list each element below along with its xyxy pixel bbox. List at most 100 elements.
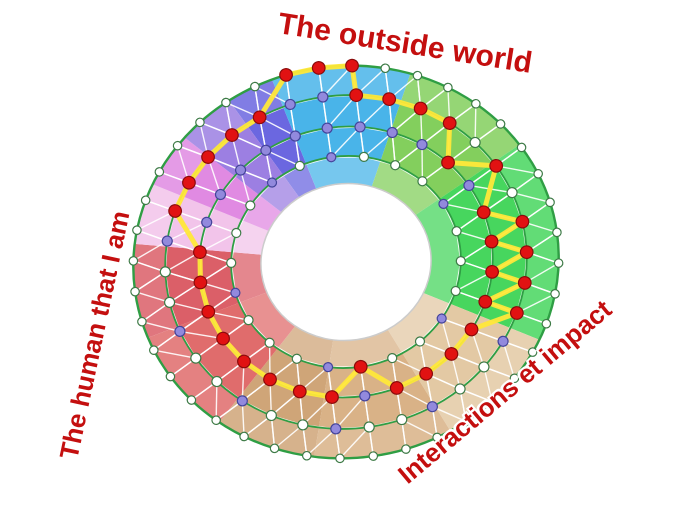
node-white	[552, 227, 562, 238]
mesh-edge	[153, 349, 196, 359]
node-red	[201, 304, 216, 319]
node-white	[165, 371, 176, 382]
node-white	[128, 256, 139, 266]
node-red	[444, 347, 459, 361]
node-white	[454, 383, 466, 395]
node-white	[414, 336, 426, 347]
sector-tan-light	[387, 293, 540, 431]
node-white	[264, 337, 275, 348]
mesh-edge	[240, 169, 273, 184]
node-red	[201, 150, 215, 164]
node-white	[363, 421, 375, 433]
node-red	[464, 322, 479, 337]
mesh-edge	[322, 65, 353, 98]
node-white	[443, 82, 453, 93]
node-red	[252, 110, 267, 125]
node-red	[168, 204, 183, 218]
sector-red	[147, 292, 296, 423]
node-red	[389, 381, 404, 395]
node-white	[226, 257, 237, 268]
node-red	[517, 276, 532, 290]
node-red	[292, 384, 307, 399]
node-white	[487, 396, 497, 407]
mesh-edge	[141, 301, 170, 323]
mesh-edge	[335, 395, 366, 430]
node-purple	[230, 287, 241, 298]
node-white	[163, 296, 176, 308]
node-red	[441, 155, 455, 170]
donut-hole	[260, 182, 432, 342]
node-red	[349, 88, 364, 103]
node-white	[533, 168, 543, 179]
mesh-edge	[141, 321, 181, 333]
node-purple	[386, 126, 398, 139]
node-white	[545, 197, 555, 208]
node-white	[432, 432, 442, 443]
node-red	[345, 58, 359, 73]
node-purple	[236, 395, 248, 407]
node-red	[484, 234, 499, 249]
node-red	[413, 101, 428, 116]
mesh-edge	[502, 341, 516, 379]
node-white	[291, 353, 302, 364]
node-white	[265, 409, 277, 422]
mesh-edge	[239, 169, 251, 206]
node-white	[469, 136, 481, 149]
node-red	[382, 92, 397, 107]
node-white	[550, 289, 560, 299]
node-purple	[438, 198, 449, 209]
node-red	[509, 306, 524, 320]
node-white	[243, 315, 254, 326]
node-purple	[161, 235, 173, 247]
mesh-edge	[306, 428, 337, 457]
node-red	[216, 331, 230, 346]
node-white	[132, 225, 142, 235]
node-white	[401, 444, 411, 454]
mesh-edge	[133, 240, 168, 262]
node-white	[380, 63, 391, 74]
node-red	[225, 128, 239, 142]
mesh-edge	[339, 426, 370, 459]
node-white	[250, 81, 260, 92]
mesh-edge	[274, 424, 304, 449]
mesh-edge	[330, 126, 361, 158]
node-purple	[201, 216, 213, 228]
node-white	[137, 316, 147, 327]
node-purple	[359, 390, 371, 402]
node-white	[358, 151, 370, 162]
node-red	[325, 390, 339, 404]
mesh-edge	[326, 94, 357, 129]
node-white	[211, 415, 221, 426]
node-white	[387, 353, 398, 364]
mesh-edge	[134, 290, 170, 304]
node-red	[489, 158, 504, 173]
node-white	[195, 117, 205, 128]
node-red	[519, 245, 534, 260]
node-white	[553, 258, 564, 268]
node-red	[182, 175, 196, 190]
mesh-edge	[243, 414, 272, 438]
node-purple	[321, 122, 333, 134]
node-red	[442, 116, 457, 131]
node-white	[368, 451, 379, 461]
node-white	[455, 256, 466, 267]
node-purple	[317, 91, 329, 103]
node-white	[301, 450, 312, 461]
mesh-edge	[496, 165, 539, 175]
mesh-edge	[265, 149, 301, 167]
node-white	[294, 160, 305, 171]
node-purple	[234, 164, 247, 176]
node-white	[527, 347, 538, 357]
node-red	[237, 354, 251, 369]
mesh-edge	[394, 144, 423, 166]
node-white	[471, 98, 481, 109]
node-white	[221, 97, 231, 108]
node-purple	[497, 335, 509, 347]
mesh-edge	[401, 418, 438, 439]
node-white	[516, 142, 527, 153]
mesh-edge	[459, 388, 493, 403]
node-white	[509, 373, 520, 384]
node-white	[412, 70, 423, 81]
node-white	[390, 160, 401, 171]
